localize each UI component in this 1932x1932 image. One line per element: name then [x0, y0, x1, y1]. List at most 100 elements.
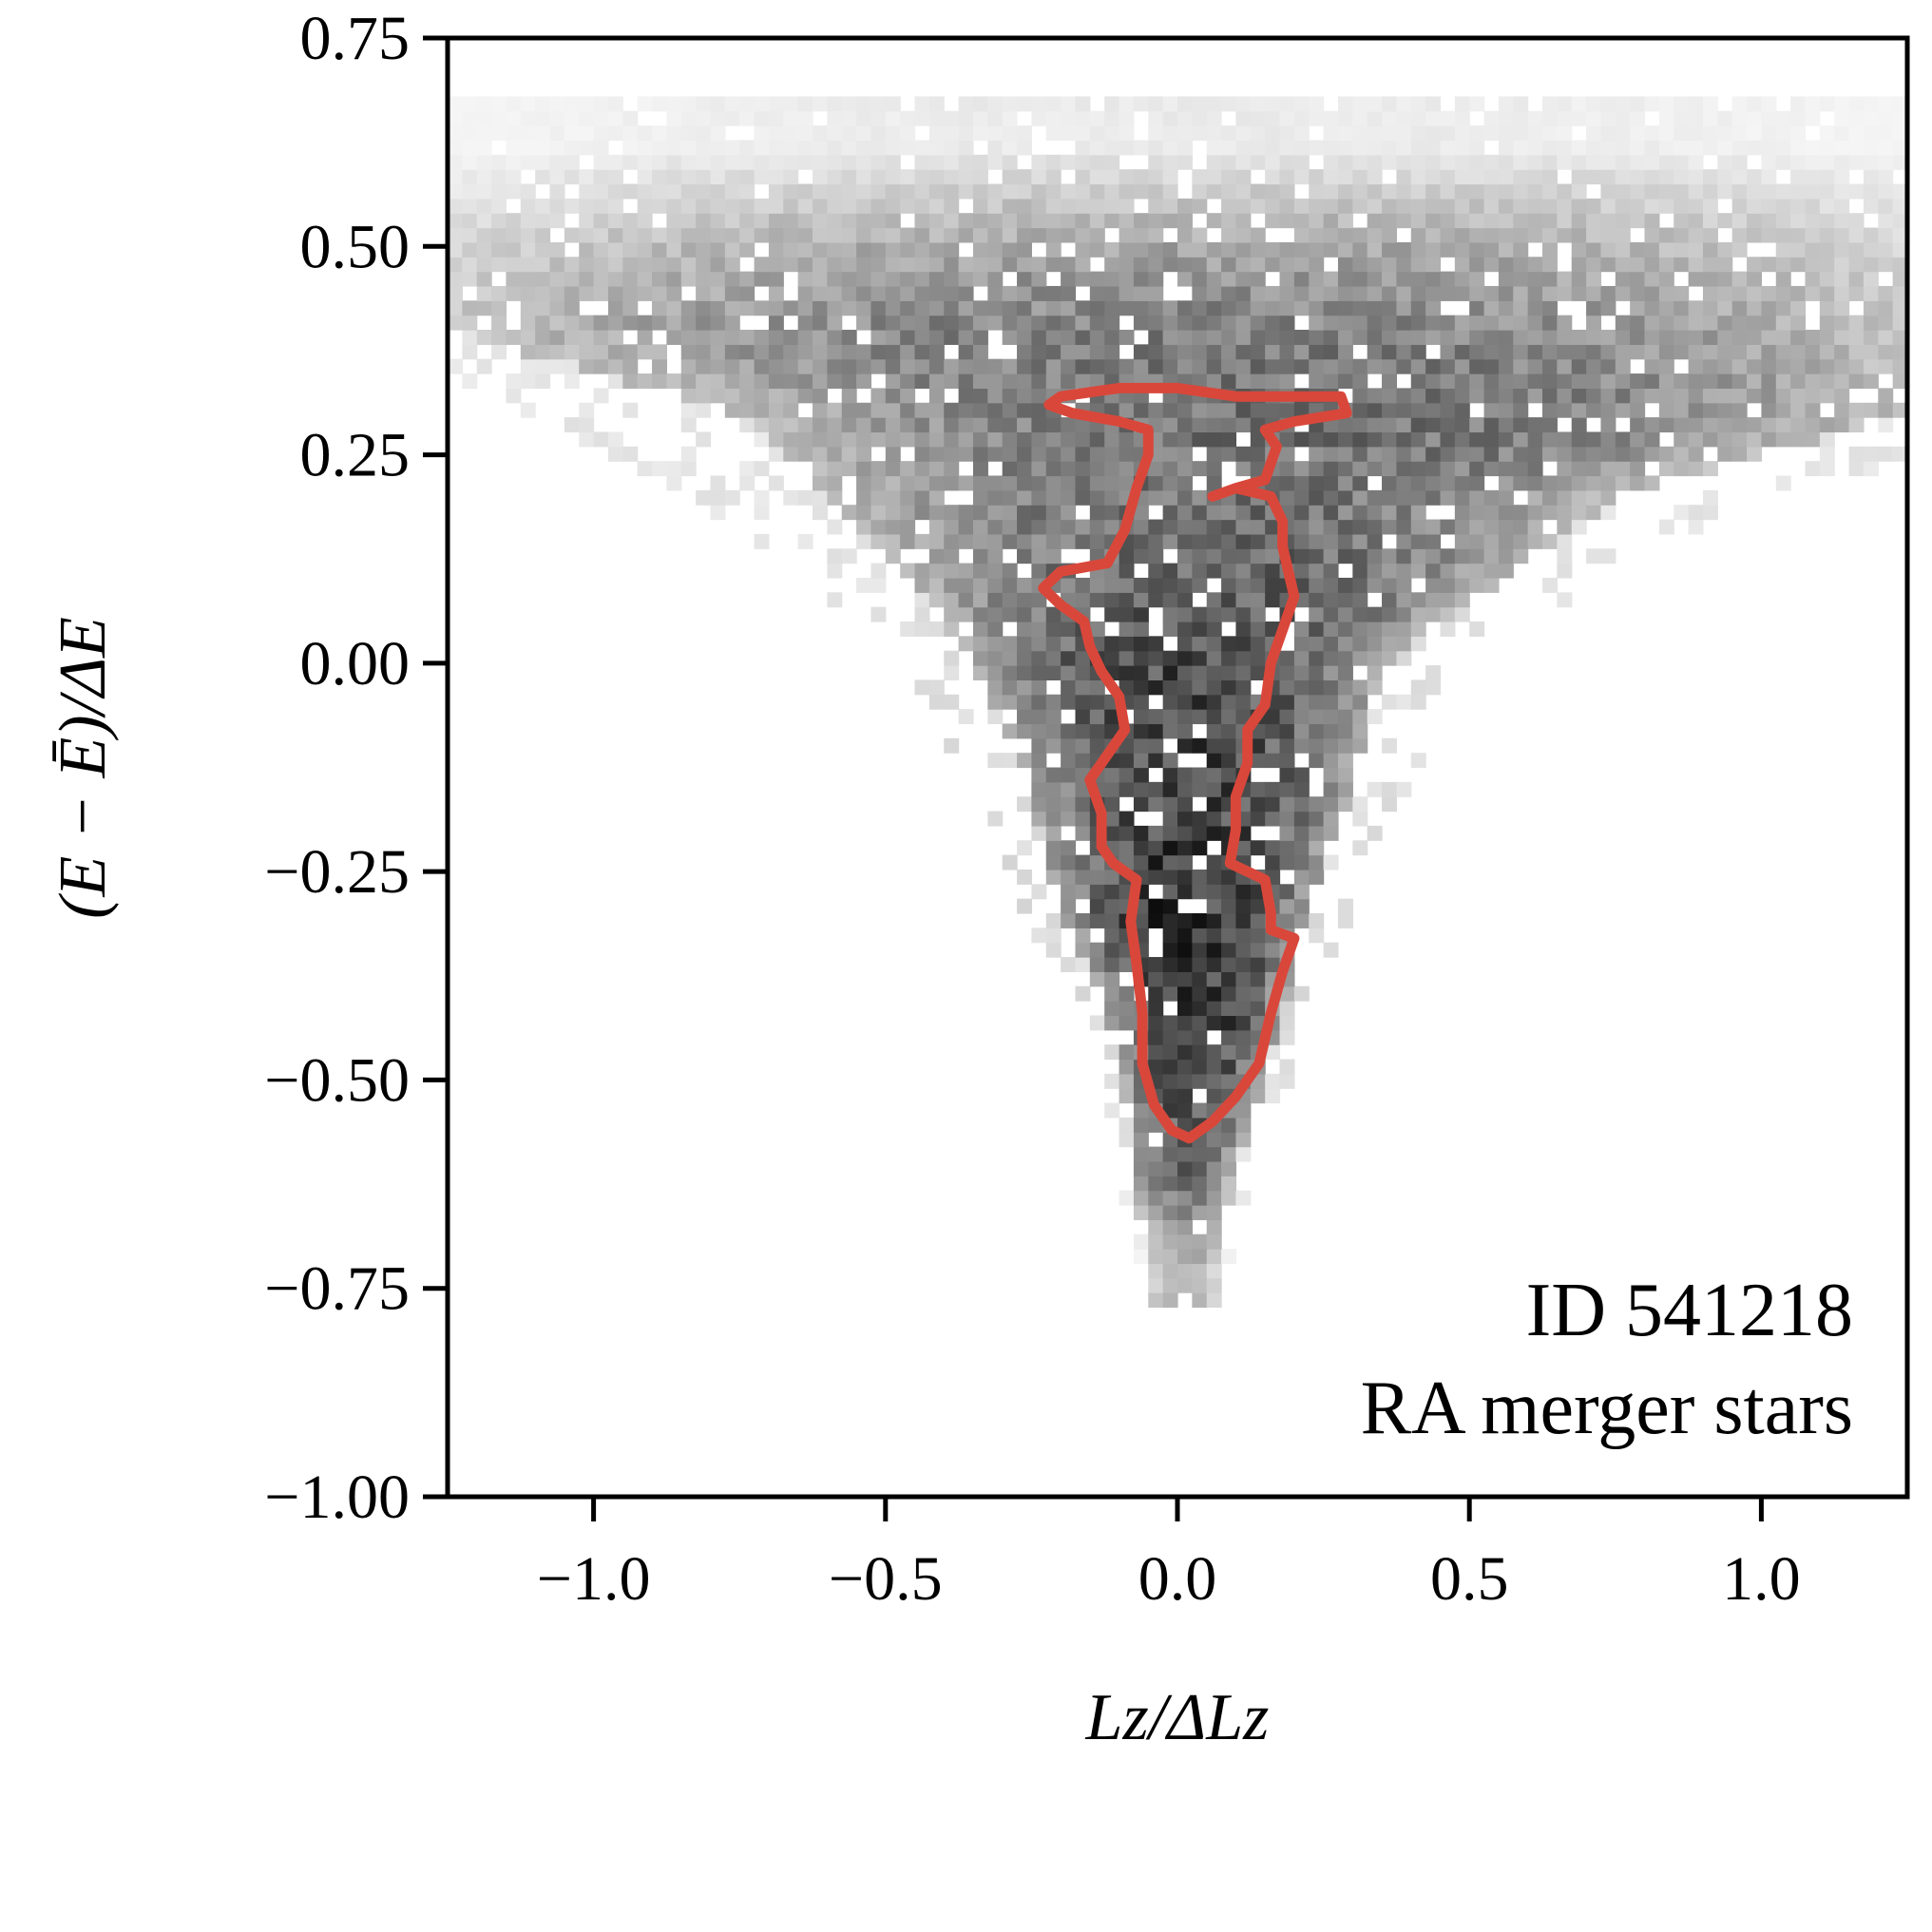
- heatmap-cell: [1600, 257, 1616, 273]
- heatmap-cell: [987, 577, 1004, 593]
- heatmap-cell: [579, 198, 595, 214]
- heatmap-cell: [1031, 431, 1047, 448]
- heatmap-cell: [680, 257, 697, 273]
- heatmap-cell: [1630, 140, 1646, 156]
- heatmap-cell: [1644, 198, 1660, 214]
- heatmap-cell: [1250, 110, 1266, 126]
- heatmap-cell: [1177, 1029, 1193, 1045]
- heatmap-cell: [841, 431, 857, 448]
- heatmap-cell: [1527, 358, 1543, 374]
- heatmap-cell: [754, 110, 770, 126]
- heatmap-cell: [1410, 679, 1426, 696]
- heatmap-cell: [1250, 665, 1266, 680]
- heatmap-cell: [1775, 431, 1791, 448]
- heatmap-cell: [1323, 636, 1339, 652]
- heatmap-cell: [1674, 344, 1690, 360]
- heatmap-cell: [885, 285, 901, 301]
- heatmap-cell: [1440, 315, 1456, 331]
- heatmap-cell: [476, 169, 492, 185]
- heatmap-cell: [928, 285, 945, 301]
- heatmap-cell: [1367, 358, 1383, 374]
- heatmap-cell: [1454, 563, 1470, 579]
- heatmap-cell: [1396, 358, 1412, 374]
- heatmap-cell: [1571, 475, 1587, 491]
- heatmap-cell: [1293, 241, 1310, 258]
- heatmap-cell: [856, 373, 872, 389]
- heatmap-cell: [1250, 431, 1266, 448]
- heatmap-cell: [900, 461, 916, 477]
- heatmap-cell: [1206, 257, 1222, 273]
- heatmap-cell: [972, 461, 988, 477]
- heatmap-cell: [1206, 417, 1222, 433]
- heatmap-cell: [1279, 840, 1295, 856]
- heatmap-cell: [1630, 154, 1646, 170]
- heatmap-cell: [1410, 169, 1426, 185]
- heatmap-cell: [1104, 796, 1120, 813]
- heatmap-cell: [1410, 213, 1426, 229]
- heatmap-cell: [1206, 241, 1222, 258]
- heatmap-cell: [1309, 533, 1325, 549]
- heatmap-cell: [783, 417, 799, 433]
- heatmap-cell: [1293, 489, 1310, 506]
- heatmap-cell: [1615, 198, 1631, 214]
- heatmap-cell: [754, 154, 770, 170]
- heatmap-cell: [1162, 446, 1178, 462]
- heatmap-cell: [1323, 446, 1339, 462]
- heatmap-cell: [813, 154, 828, 170]
- heatmap-cell: [696, 373, 712, 389]
- heatmap-cell: [1674, 183, 1690, 200]
- heatmap-cell: [1775, 330, 1791, 345]
- heatmap-cell: [1819, 213, 1835, 229]
- heatmap-cell: [622, 183, 639, 200]
- heatmap-cell: [1162, 869, 1178, 885]
- heatmap-cell: [476, 257, 492, 273]
- heatmap-cell: [1075, 665, 1091, 680]
- heatmap-cell: [1469, 227, 1485, 243]
- heatmap-cell: [885, 505, 901, 521]
- heatmap-cell: [1527, 300, 1543, 316]
- heatmap-cell: [520, 183, 536, 200]
- heatmap-cell: [1834, 227, 1850, 243]
- heatmap-cell: [754, 169, 770, 185]
- heatmap-cell: [1148, 1219, 1164, 1235]
- heatmap-cell: [520, 315, 536, 331]
- heatmap-cell: [827, 358, 843, 374]
- heatmap-cell: [535, 373, 551, 389]
- heatmap-cell: [1279, 737, 1295, 754]
- heatmap-cell: [680, 213, 697, 229]
- heatmap-cell: [724, 285, 740, 301]
- heatmap-cell: [1192, 622, 1208, 637]
- heatmap-cell: [1513, 461, 1529, 477]
- heatmap-cell: [1293, 796, 1310, 813]
- heatmap-cell: [900, 373, 916, 389]
- heatmap-cell: [1061, 869, 1077, 885]
- heatmap-cell: [1162, 417, 1178, 433]
- heatmap-cell: [870, 344, 887, 360]
- heatmap-cell: [1177, 781, 1193, 797]
- heatmap-cell: [1309, 475, 1325, 491]
- heatmap-cell: [1454, 606, 1470, 622]
- heatmap-cell: [1279, 913, 1295, 928]
- heatmap-cell: [768, 110, 784, 126]
- heatmap-cell: [680, 358, 697, 374]
- heatmap-cell: [1542, 431, 1558, 448]
- heatmap-cell: [1061, 475, 1077, 491]
- heatmap-cell: [1702, 431, 1718, 448]
- heatmap-cell: [1045, 606, 1062, 622]
- heatmap-cell: [1396, 592, 1412, 608]
- heatmap-cell: [1483, 388, 1500, 404]
- heatmap-cell: [856, 475, 872, 491]
- heatmap-cell: [1702, 388, 1718, 404]
- heatmap-cell: [1834, 285, 1850, 301]
- heatmap-cell: [1382, 125, 1397, 142]
- heatmap-cell: [841, 417, 857, 433]
- heatmap-cell: [1133, 723, 1149, 739]
- heatmap-cell: [1892, 125, 1908, 142]
- heatmap-cell: [520, 344, 536, 360]
- heatmap-cell: [1279, 257, 1295, 273]
- heatmap-cell: [958, 358, 974, 374]
- heatmap-cell: [696, 315, 712, 331]
- heatmap-cell: [1235, 344, 1252, 360]
- heatmap-cell: [1483, 241, 1500, 258]
- heatmap-cell: [1162, 854, 1178, 870]
